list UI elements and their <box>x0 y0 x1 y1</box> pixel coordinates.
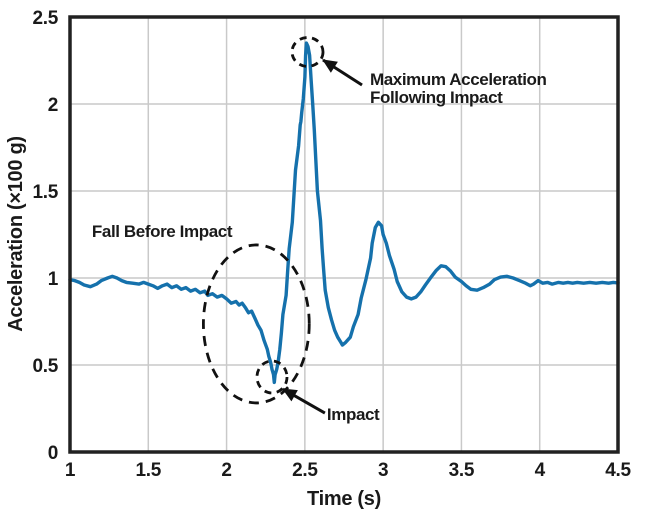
y-tick-label: 1 <box>48 269 59 290</box>
x-axis-title: Time (s) <box>307 488 381 510</box>
y-tick-label: 1.5 <box>32 182 58 203</box>
fall-before-impact-ellipse <box>201 243 311 405</box>
impact-point-circle <box>255 359 289 395</box>
x-tick-label: 2.5 <box>292 460 318 481</box>
x-tick-label: 4.5 <box>605 460 631 481</box>
x-tick-label: 1 <box>65 460 76 481</box>
y-axis-title: Acceleration (×100 g) <box>5 136 27 331</box>
max-acceleration-arrow <box>322 58 363 87</box>
y-tick-label: 0 <box>48 443 58 464</box>
y-tick-label: 2.5 <box>32 8 58 29</box>
x-tick-label: 2 <box>221 460 231 481</box>
fall-before-impact-label: Fall Before Impact <box>92 222 233 241</box>
y-tick-label: 0.5 <box>32 356 58 377</box>
impact-arrow <box>282 387 326 415</box>
y-tick-label: 2 <box>48 95 58 116</box>
x-tick-label: 4 <box>535 460 546 481</box>
peak-point-circle <box>290 36 325 68</box>
plot-frame <box>68 15 620 454</box>
impact-label: Impact <box>327 405 380 424</box>
x-tick-label: 3 <box>378 460 388 481</box>
acceleration-curve <box>68 41 620 385</box>
max-acceleration-label: Maximum Acceleration Following Impact <box>370 70 547 107</box>
x-tick-label: 3.5 <box>449 460 475 481</box>
x-tick-label: 1.5 <box>136 460 162 481</box>
